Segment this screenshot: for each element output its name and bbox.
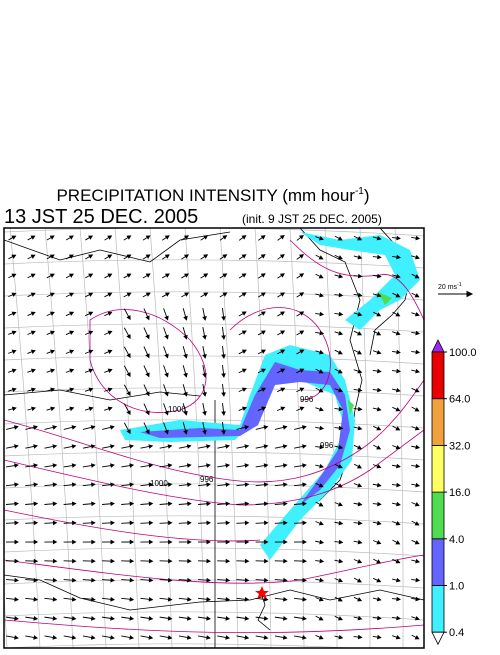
- contour-label: 1000: [150, 479, 168, 488]
- contour-label: 1000: [168, 405, 186, 414]
- title-close: ): [364, 186, 370, 205]
- colorbar-tick-label: 1.0: [449, 581, 464, 593]
- colorbar-tick-label: 4.0: [449, 534, 464, 546]
- colorbar: 0.4 1.0 4.0 16.0 32.0 64.0 100.0: [432, 340, 477, 644]
- wind-scale-arrow: [438, 292, 472, 297]
- wind-scale-text: 20 ms: [438, 284, 458, 291]
- title: PRECIPITATION INTENSITY (mm hour-1): [56, 186, 369, 205]
- colorbar-segment: [432, 352, 444, 399]
- colorbar-segment: [432, 586, 444, 633]
- colorbar-tick-label: 32.0: [449, 440, 470, 452]
- colorbar-tick-label: 16.0: [449, 487, 470, 499]
- init-time: (init. 9 JST 25 DEC. 2005): [242, 212, 382, 226]
- colorbar-tick-label: 64.0: [449, 394, 470, 406]
- valid-time: 13 JST 25 DEC. 2005: [4, 206, 198, 228]
- colorbar-tick-label: 0.4: [449, 627, 464, 639]
- colorbar-segment: [432, 539, 444, 586]
- colorbar-segment: [432, 399, 444, 446]
- contour-label: 996: [200, 475, 214, 484]
- wind-scale-label: 20 ms-1: [438, 282, 462, 291]
- wind-scale-head: [467, 292, 472, 297]
- meridian: [465, 228, 470, 648]
- contour-label: 996: [320, 441, 334, 450]
- colorbar-over: [432, 340, 444, 352]
- map: 1000 996 996 996 1000: [0, 164, 470, 650]
- wind-scale-exponent: -1: [457, 282, 462, 288]
- colorbar-tick-label: 100.0: [449, 347, 477, 359]
- contour-label: 996: [300, 395, 314, 404]
- colorbar-segment: [432, 492, 444, 539]
- colorbar-under: [432, 632, 444, 644]
- title-main: PRECIPITATION INTENSITY (mm hour: [56, 186, 355, 205]
- parallel: [4, 164, 424, 172]
- colorbar-segment: [432, 445, 444, 492]
